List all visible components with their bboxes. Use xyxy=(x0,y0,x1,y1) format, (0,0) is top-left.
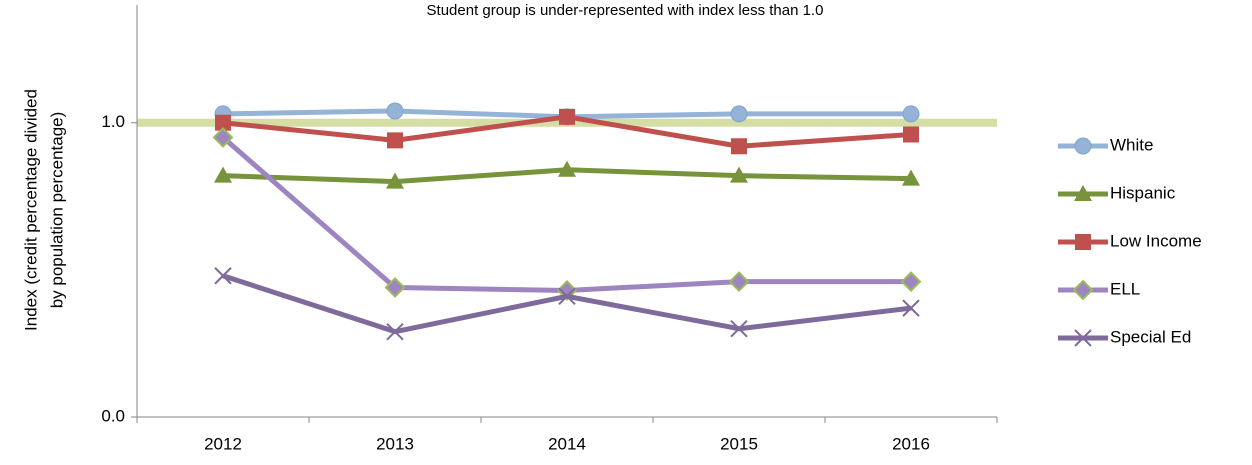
point xyxy=(559,108,575,125)
point xyxy=(386,322,404,341)
point xyxy=(900,271,922,293)
point xyxy=(386,172,404,189)
y-tick-label: 0.0 xyxy=(101,406,125,425)
y-tick-label: 1.0 xyxy=(101,112,125,131)
point xyxy=(212,127,234,148)
annotation: Student group is under-represented with … xyxy=(427,2,824,19)
x-tick-label: 2012 xyxy=(204,434,242,453)
point xyxy=(215,114,231,131)
series-line xyxy=(221,135,911,293)
point xyxy=(902,169,920,186)
legend-label: Low Income xyxy=(1110,231,1202,250)
y-axis-label: by population percentage) xyxy=(47,112,66,309)
legend-label: Hispanic xyxy=(1110,183,1176,202)
legend-label: ELL xyxy=(1110,279,1140,298)
point xyxy=(214,166,232,183)
legend-label: White xyxy=(1110,135,1153,154)
x-tick-label: 2015 xyxy=(720,434,758,453)
x-tick-label: 2016 xyxy=(892,434,930,453)
legend-marker xyxy=(1074,137,1092,155)
y-axis-label: Index (credit percentage divided xyxy=(21,89,40,331)
point xyxy=(902,299,920,317)
legend-marker xyxy=(1075,234,1091,250)
point xyxy=(730,320,748,338)
x-tick-label: 2013 xyxy=(376,434,414,453)
point xyxy=(730,166,748,183)
point xyxy=(387,132,403,149)
legend-marker xyxy=(1072,279,1094,301)
x-tick-label: 2014 xyxy=(548,434,586,453)
point xyxy=(730,105,748,123)
legend-marker xyxy=(1074,329,1092,347)
point xyxy=(214,267,232,285)
point xyxy=(558,160,576,177)
point xyxy=(902,105,920,123)
point xyxy=(386,102,404,120)
point xyxy=(558,287,576,306)
legend-marker xyxy=(1074,185,1092,201)
point xyxy=(731,138,747,155)
point xyxy=(728,271,750,293)
point xyxy=(903,126,919,143)
point xyxy=(384,277,406,298)
legend-label: Special Ed xyxy=(1110,327,1191,346)
